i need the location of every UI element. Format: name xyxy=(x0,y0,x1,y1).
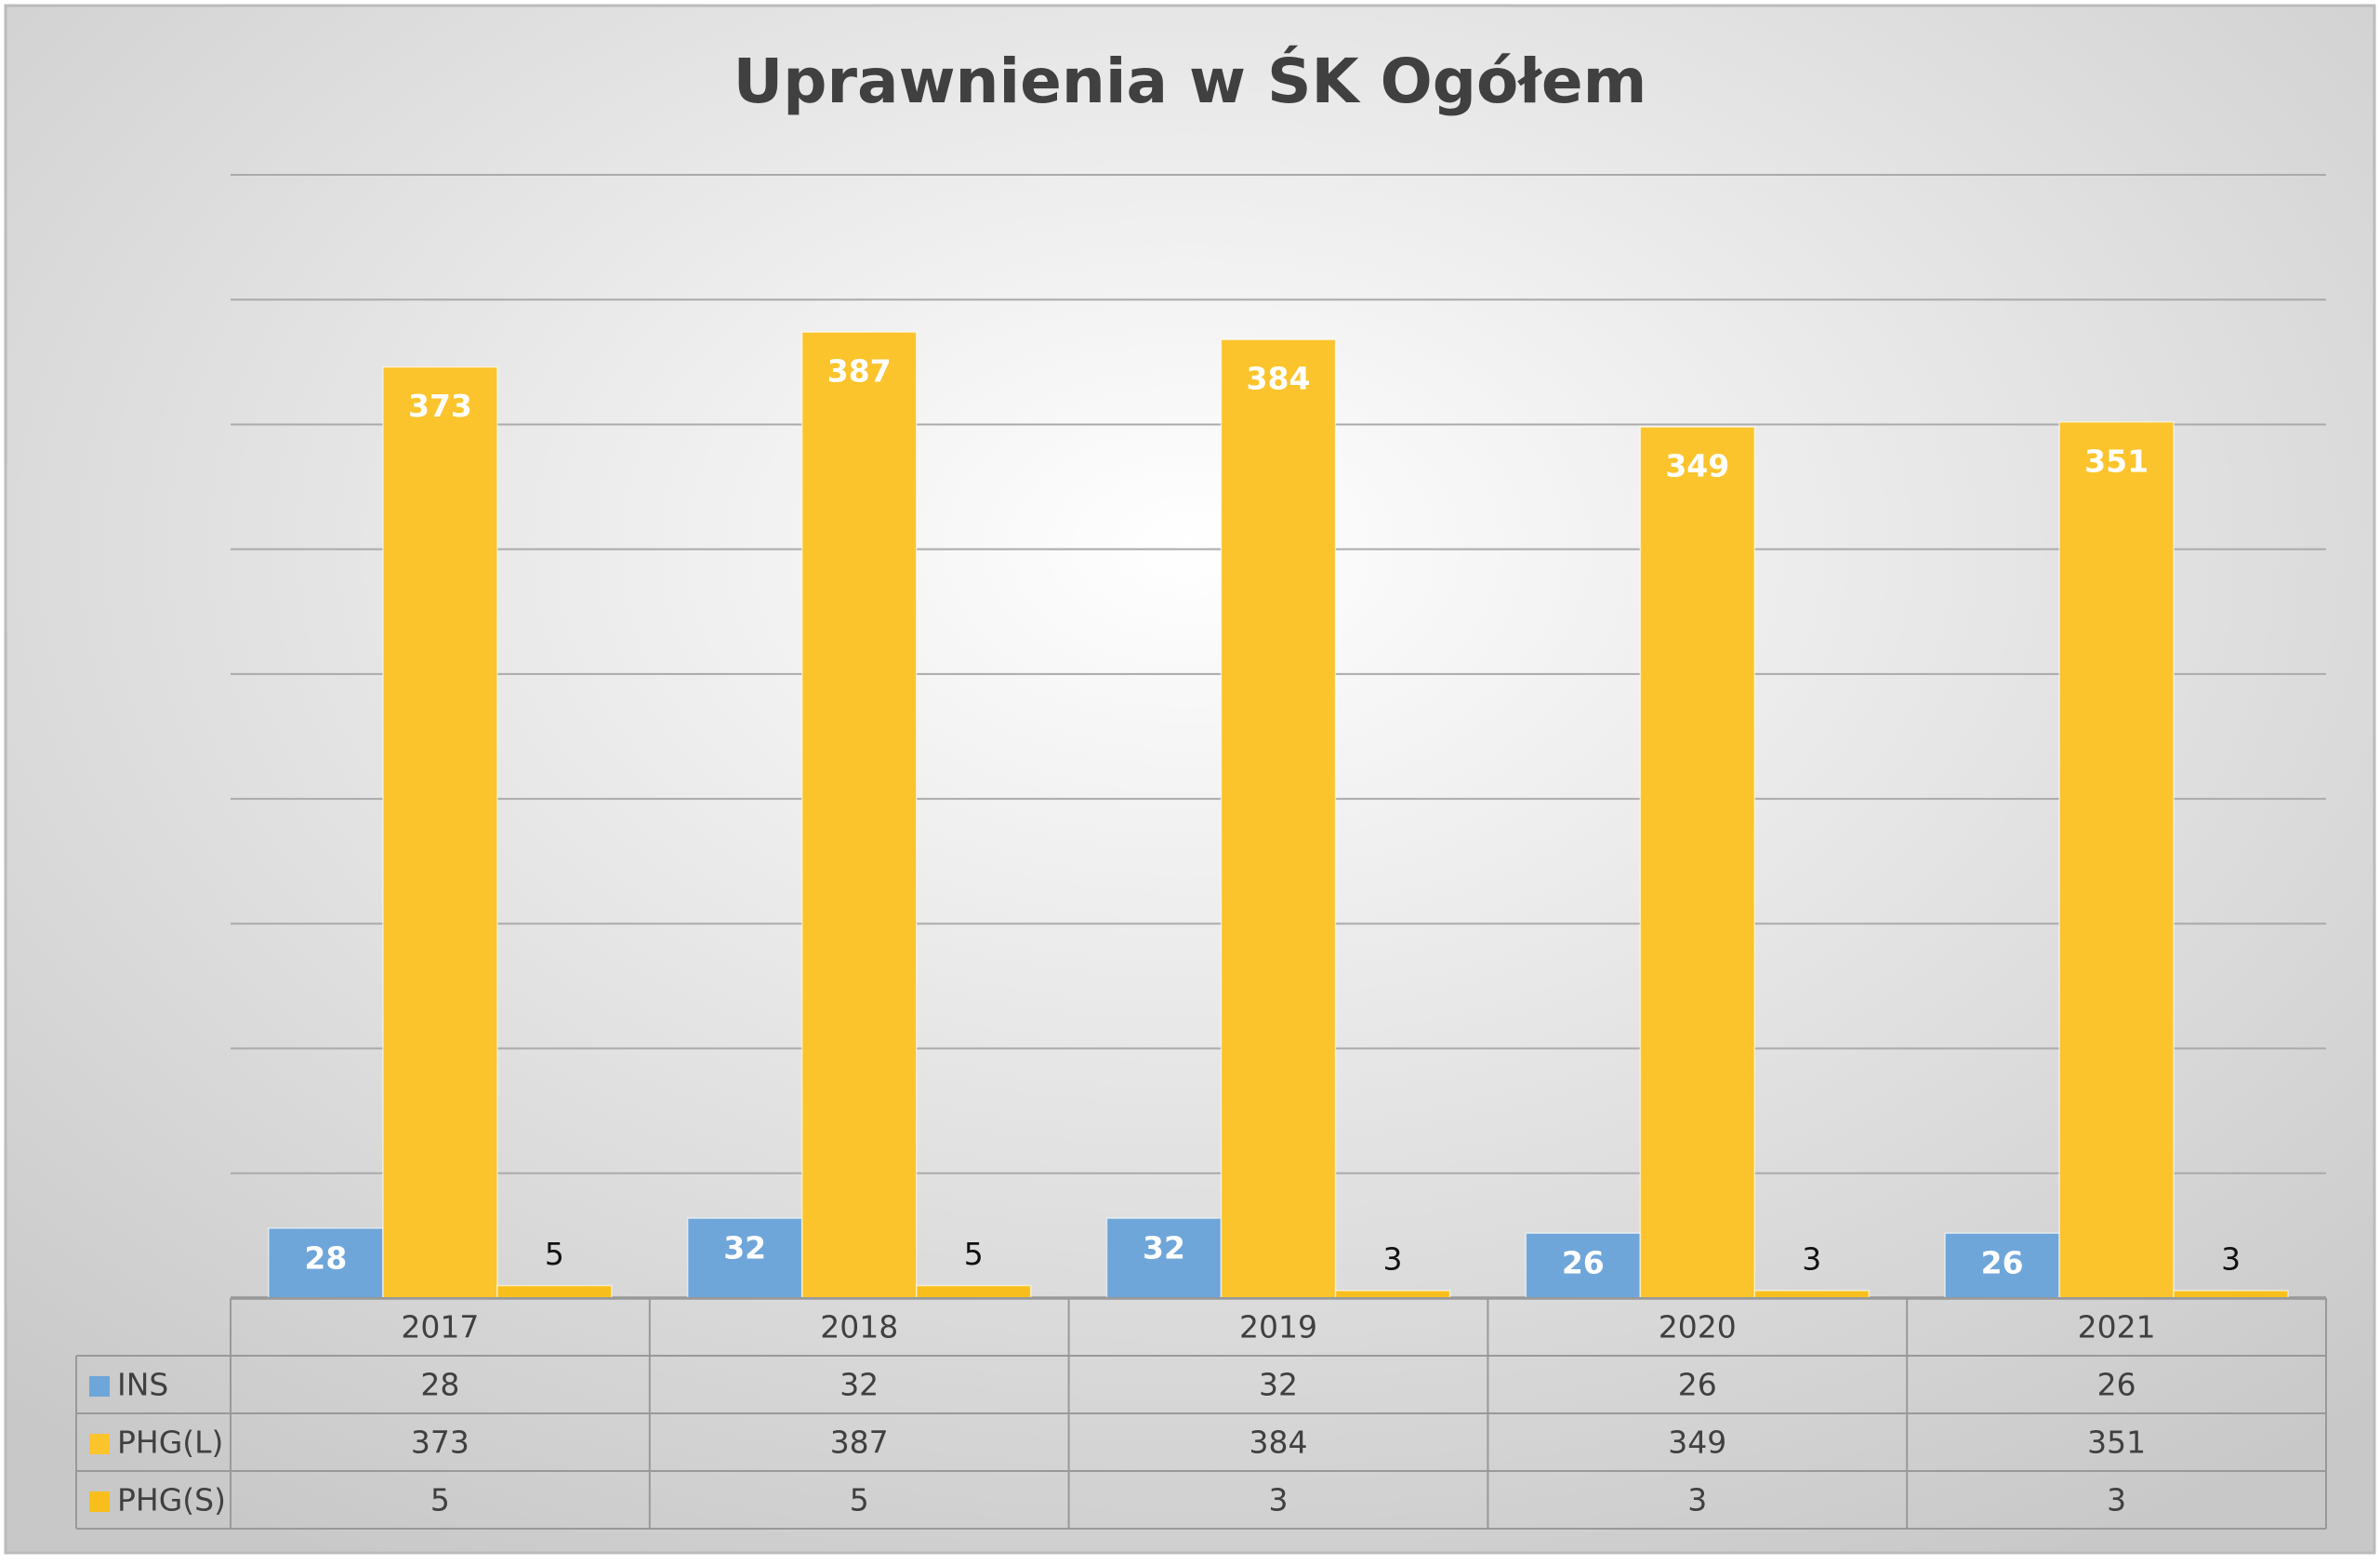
bar xyxy=(382,365,498,1299)
bar xyxy=(1639,426,1756,1299)
data-label: 3 xyxy=(2221,1240,2241,1277)
table-cell: 5 xyxy=(850,1482,869,1518)
bar xyxy=(1220,338,1337,1299)
bar xyxy=(2058,421,2175,1299)
bar xyxy=(1944,1232,2060,1299)
bar xyxy=(915,1284,1032,1299)
chart-background xyxy=(4,4,2376,1555)
table-cell: 26 xyxy=(2097,1367,2136,1403)
legend-label: INS xyxy=(117,1367,168,1403)
data-label: 373 xyxy=(408,388,472,424)
x-tick-label: 2018 xyxy=(820,1309,898,1345)
chart-title: Uprawnienia w ŚK Ogółem xyxy=(734,46,1647,117)
legend-label: PHG(L) xyxy=(117,1425,223,1461)
table-cell: 351 xyxy=(2087,1425,2146,1461)
table-cell: 384 xyxy=(1250,1425,1308,1461)
legend-key xyxy=(89,1376,110,1397)
bar xyxy=(496,1284,613,1299)
x-tick-label: 2020 xyxy=(1659,1309,1737,1345)
data-label: 351 xyxy=(2084,443,2149,479)
data-label: 32 xyxy=(1143,1230,1185,1266)
table-cell: 32 xyxy=(840,1367,879,1403)
data-label: 26 xyxy=(1981,1245,2024,1281)
legend-key xyxy=(89,1434,110,1454)
data-label: 387 xyxy=(827,353,892,390)
table-cell: 387 xyxy=(830,1425,889,1461)
data-label: 349 xyxy=(1665,448,1729,484)
bar xyxy=(1525,1232,1642,1299)
bar xyxy=(800,331,918,1299)
bar xyxy=(1334,1290,1451,1299)
table-cell: 349 xyxy=(1668,1425,1726,1461)
table-cell: 373 xyxy=(411,1425,469,1461)
data-label: 3 xyxy=(1802,1240,1821,1277)
table-cell: 3 xyxy=(2107,1482,2126,1518)
data-label: 5 xyxy=(964,1236,984,1272)
table-cell: 3 xyxy=(1687,1482,1707,1518)
table-cell: 32 xyxy=(1259,1367,1298,1403)
data-label: 3 xyxy=(1383,1240,1403,1277)
data-label: 32 xyxy=(723,1230,766,1266)
legend-label: PHG(S) xyxy=(117,1482,226,1518)
bar xyxy=(1753,1290,1871,1299)
data-label: 26 xyxy=(1562,1245,1605,1281)
data-label: 28 xyxy=(304,1239,347,1276)
table-cell: 5 xyxy=(430,1482,450,1518)
table-cell: 28 xyxy=(420,1367,459,1403)
x-tick-label: 2017 xyxy=(401,1309,479,1345)
bar xyxy=(2173,1290,2289,1299)
table-cell: 3 xyxy=(1269,1482,1289,1518)
legend-key xyxy=(89,1491,110,1512)
x-tick-label: 2019 xyxy=(1239,1309,1317,1345)
table-cell: 26 xyxy=(1678,1367,1717,1403)
data-label: 384 xyxy=(1247,361,1311,397)
data-label: 5 xyxy=(545,1236,564,1272)
bar xyxy=(686,1217,803,1299)
x-tick-label: 2021 xyxy=(2078,1309,2156,1345)
